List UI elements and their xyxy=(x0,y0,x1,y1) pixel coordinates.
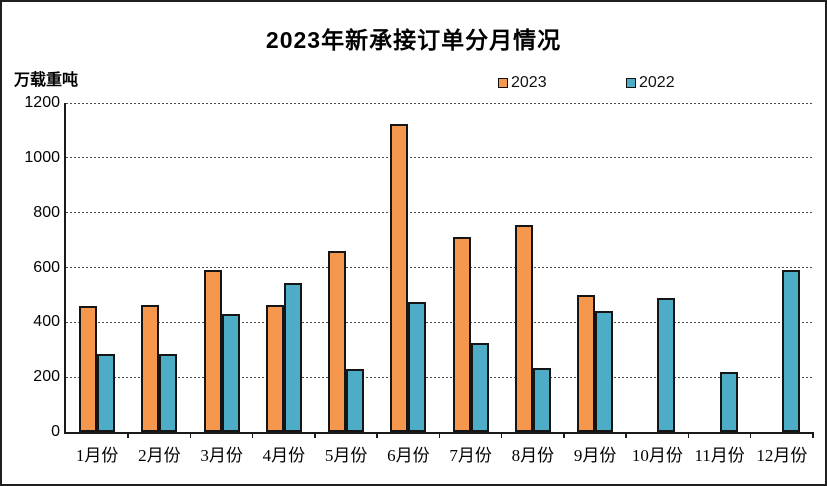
legend-item-2022: 2022 xyxy=(626,74,675,92)
gridline-400 xyxy=(66,321,813,323)
x-axis-tick-9 xyxy=(625,432,627,438)
bar-2022-10月份 xyxy=(657,298,676,432)
y-tick-label-1200: 1200 xyxy=(24,94,60,111)
x-tick-label-11月份: 11月份 xyxy=(694,446,745,465)
x-tick-label-9月份: 9月份 xyxy=(573,446,617,465)
x-axis-tick-12 xyxy=(812,432,814,438)
x-tick-label-10月份: 10月份 xyxy=(631,446,683,465)
y-tick-label-1000: 1000 xyxy=(24,148,60,166)
x-tick-label-5月份: 5月份 xyxy=(324,446,368,465)
x-axis-tick-7 xyxy=(500,432,503,438)
legend-label-2023: 2023 xyxy=(511,74,547,91)
x-tick-label-6月份: 6月份 xyxy=(387,446,430,465)
legend-marker-2023-icon xyxy=(498,78,508,88)
bar-2023-8月份 xyxy=(514,225,533,432)
x-axis-tick-2 xyxy=(189,432,191,438)
x-axis-tick-10 xyxy=(687,432,689,438)
bar-2023-2月份 xyxy=(141,305,160,432)
x-axis-tick-11 xyxy=(749,432,752,438)
x-axis-tick-8 xyxy=(563,432,565,438)
legend-marker-2022-icon xyxy=(626,78,636,88)
bar-2023-9月份 xyxy=(577,295,596,432)
gridline-200 xyxy=(66,376,813,378)
x-tick-label-2月份: 2月份 xyxy=(138,446,181,465)
chart-title: 2023年新承接订单分月情况 xyxy=(265,27,562,53)
bar-2023-1月份 xyxy=(79,306,98,432)
gridline-800 xyxy=(66,212,813,214)
bar-2022-7月份 xyxy=(470,343,489,432)
bar-2022-2月份 xyxy=(159,354,178,432)
bar-2022-9月份 xyxy=(595,311,614,432)
bar-2023-5月份 xyxy=(328,251,347,432)
gridline-600 xyxy=(66,267,813,268)
x-tick-label-3月份: 3月份 xyxy=(200,446,243,465)
bar-2023-7月份 xyxy=(452,237,471,432)
x-tick-label-1月份: 1月份 xyxy=(75,446,119,465)
y-tick-label-800: 800 xyxy=(33,203,60,221)
y-tick-label-400: 400 xyxy=(33,313,60,331)
bar-2022-12月份 xyxy=(781,270,800,432)
gridline-1000 xyxy=(66,157,813,159)
bar-2023-6月份 xyxy=(390,124,409,432)
x-axis-tick-3 xyxy=(251,432,254,438)
y-tick-label-200: 200 xyxy=(33,368,60,386)
bar-2022-11月份 xyxy=(719,372,738,432)
bar-2023-3月份 xyxy=(203,270,222,432)
y-tick-label-600: 600 xyxy=(33,258,60,276)
gridline-1200 xyxy=(66,102,813,104)
bar-2022-3月份 xyxy=(221,314,240,432)
x-tick-label-12月份: 12月份 xyxy=(756,446,808,465)
bar-2023-4月份 xyxy=(265,305,284,432)
x-axis-tick-5 xyxy=(376,432,378,438)
bar-2022-8月份 xyxy=(532,368,551,432)
legend-label-2022: 2022 xyxy=(639,74,675,91)
legend-item-2023: 2023 xyxy=(498,74,547,92)
y-axis-unit-label: 万载重吨 xyxy=(14,72,79,89)
x-tick-label-7月份: 7月份 xyxy=(449,446,492,465)
y-tick-label-0: 0 xyxy=(51,423,60,440)
bar-2022-5月份 xyxy=(346,369,365,432)
plot-area: 0 200 400 600 800 1000 1200 1月份 2月份 3月份 4月份 5月份 6月份 7… xyxy=(24,94,814,465)
x-axis-tick-6 xyxy=(438,432,440,438)
x-tick-label-8月份: 8月份 xyxy=(511,446,555,465)
bar-2022-4月份 xyxy=(283,283,302,432)
x-axis-tick-1 xyxy=(127,432,129,438)
x-tick-label-4月份: 4月份 xyxy=(262,446,306,465)
bar-2022-6月份 xyxy=(408,302,427,432)
bar-2022-1月份 xyxy=(97,354,116,432)
x-axis-tick-4 xyxy=(314,432,316,438)
